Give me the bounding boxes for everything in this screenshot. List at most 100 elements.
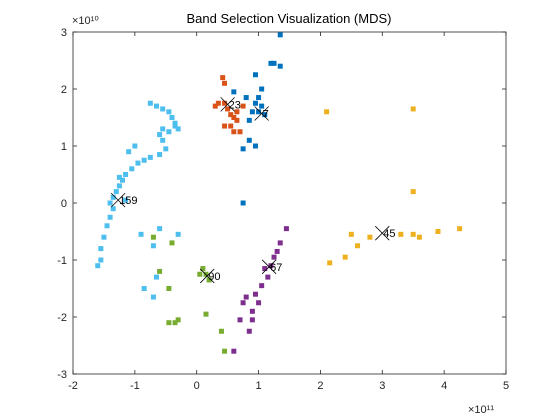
data-point	[135, 160, 141, 166]
data-point	[240, 200, 246, 206]
data-point	[249, 317, 255, 323]
data-point	[123, 172, 129, 177]
data-point	[197, 271, 203, 277]
data-point	[237, 129, 243, 135]
y-tick-label: 1	[61, 141, 67, 153]
data-point	[175, 126, 181, 132]
data-point	[172, 123, 178, 129]
data-point	[416, 234, 422, 240]
data-point	[166, 286, 172, 291]
data-point	[246, 137, 252, 143]
data-point	[234, 117, 240, 123]
data-point	[175, 317, 181, 323]
data-point	[256, 300, 262, 306]
data-point	[262, 266, 268, 272]
data-point	[107, 214, 113, 220]
data-point	[110, 194, 116, 200]
data-point	[268, 263, 274, 269]
data-point	[228, 123, 234, 129]
data-point	[222, 123, 228, 129]
data-point	[246, 328, 252, 334]
data-point	[119, 177, 125, 183]
data-point	[222, 348, 228, 354]
data-point	[410, 106, 416, 112]
data-point	[169, 240, 175, 246]
data-point	[154, 274, 160, 280]
data-point	[166, 109, 172, 115]
data-point	[147, 154, 153, 160]
x-tick-label: 4	[441, 380, 447, 392]
data-point	[116, 174, 122, 180]
selected-band-label: 23	[229, 99, 241, 111]
data-point	[435, 229, 441, 234]
data-point	[240, 146, 246, 152]
y-tick-label: 3	[61, 27, 67, 39]
x-tick-label: 2	[317, 380, 323, 392]
data-point	[212, 103, 218, 109]
data-point	[252, 143, 258, 149]
data-point	[126, 149, 132, 155]
data-point	[160, 106, 166, 112]
data-point	[150, 294, 156, 300]
data-point	[110, 206, 116, 212]
data-point	[262, 112, 268, 118]
chart-title: Band Selection Visualization (MDS)	[187, 11, 392, 26]
data-point	[243, 294, 249, 300]
data-point	[107, 200, 113, 206]
data-point	[327, 260, 333, 266]
data-point	[150, 234, 156, 240]
data-point	[172, 320, 178, 326]
data-point	[113, 189, 119, 195]
selected-marker	[110, 192, 126, 208]
data-point	[129, 166, 135, 172]
data-point	[240, 300, 246, 306]
data-point	[271, 60, 277, 66]
data-point	[169, 115, 175, 120]
data-point	[154, 103, 160, 109]
data-point	[157, 268, 163, 274]
data-point	[166, 129, 172, 135]
data-point	[218, 328, 224, 334]
data-point	[252, 72, 258, 78]
data-point	[200, 266, 206, 272]
y-tick-label: -2	[57, 312, 67, 324]
data-point	[398, 231, 404, 237]
data-point	[367, 234, 373, 240]
data-point	[231, 89, 237, 95]
x-tick-label: 5	[503, 380, 509, 392]
data-point	[138, 231, 144, 237]
selected-marker	[261, 259, 277, 275]
y-tick-label: 2	[61, 84, 67, 96]
x-tick-label: -2	[68, 380, 78, 392]
data-point	[157, 152, 163, 158]
data-point	[157, 226, 163, 232]
data-point	[123, 197, 129, 203]
data-point	[163, 146, 169, 152]
data-point	[283, 226, 289, 232]
data-point	[228, 112, 234, 118]
data-point	[206, 277, 212, 283]
data-point	[240, 103, 246, 109]
x-tick-label: 0	[194, 380, 200, 392]
data-point	[277, 240, 283, 246]
data-point	[355, 243, 361, 249]
data-point	[348, 231, 354, 237]
data-point	[265, 274, 271, 280]
y-tick-label: -3	[57, 369, 67, 381]
data-point	[256, 109, 262, 115]
data-point	[160, 137, 166, 143]
data-point	[237, 317, 243, 323]
x-tick-label: 1	[256, 380, 262, 392]
data-point	[274, 248, 280, 254]
data-point	[172, 120, 178, 126]
selected-band-label: 90	[208, 271, 220, 283]
data-point	[268, 60, 274, 66]
data-point	[150, 243, 156, 249]
data-point	[457, 226, 463, 232]
selected-marker	[254, 106, 269, 121]
data-point	[277, 32, 283, 38]
data-point	[259, 86, 265, 92]
data-point	[410, 231, 416, 237]
